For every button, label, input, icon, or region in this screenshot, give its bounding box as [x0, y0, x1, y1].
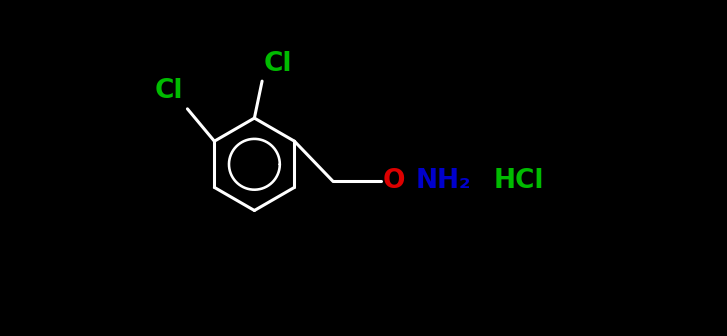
Text: O: O	[383, 168, 406, 194]
Text: Cl: Cl	[155, 78, 184, 104]
Text: Cl: Cl	[264, 50, 292, 77]
Text: HCl: HCl	[494, 168, 545, 194]
Text: NH₂: NH₂	[415, 168, 471, 194]
